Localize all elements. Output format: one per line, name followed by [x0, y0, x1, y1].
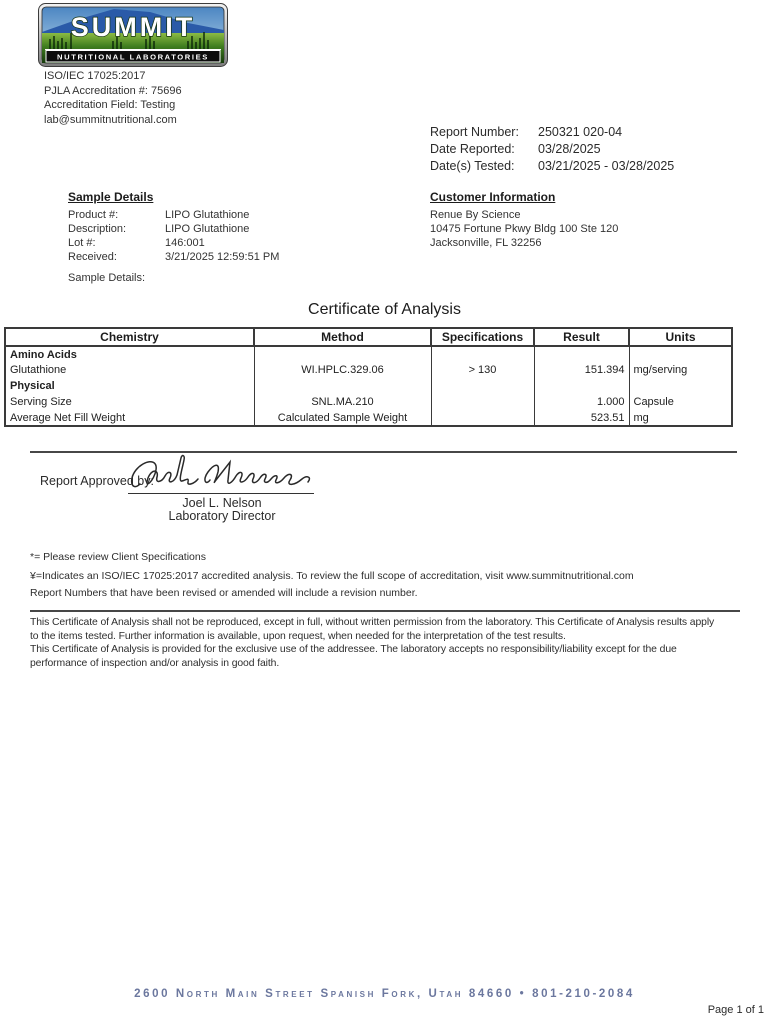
analyte-spec: [430, 410, 535, 426]
footnote-accredited-analysis: ¥=Indicates an ISO/IEC 17025:2017 accred…: [30, 570, 634, 582]
analyte-units: Capsule: [628, 394, 733, 410]
disclaimer-line: This Certificate of Analysis shall not b…: [30, 617, 715, 628]
sample-details-extra-label: Sample Details:: [68, 272, 146, 284]
description-value: LIPO Glutathione: [165, 223, 250, 235]
analyte-units: mg: [628, 410, 733, 426]
analyte-spec: [430, 394, 535, 410]
received-label: Received:: [68, 251, 117, 263]
received-value: 3/21/2025 12:59:51 PM: [165, 251, 280, 263]
coa-table: Chemistry Method Specifications Result U…: [4, 327, 733, 427]
analyte-result: 523.51: [533, 410, 630, 426]
report-number-value: 250321 020-04: [538, 125, 623, 139]
analyte-method: WI.HPLC.329.06: [253, 362, 432, 378]
analyte-name: Average Net Fill Weight: [4, 410, 255, 426]
table-row-serving-size: Serving Size SNL.MA.210 1.000 Capsule: [4, 394, 733, 410]
category-name: Amino Acids: [4, 346, 255, 362]
customer-name: Renue By Science: [430, 209, 521, 221]
dates-tested-value: 03/21/2025 - 03/28/2025: [538, 159, 675, 173]
col-specifications: Specifications: [430, 327, 535, 347]
sample-details-block: Sample Details Product #: LIPO Glutathio…: [68, 190, 279, 264]
accreditation-block: ISO/IEC 17025:2017 PJLA Accreditation #:…: [44, 69, 182, 127]
date-reported-label: Date Reported:: [430, 142, 515, 156]
date-reported-row: Date Reported: 03/28/2025: [430, 141, 674, 158]
certificate-title: Certificate of Analysis: [308, 301, 461, 318]
category-name: Physical: [4, 378, 255, 394]
logo-title: SUMMIT: [71, 12, 195, 42]
table-row-glutathione: Glutathione WI.HPLC.329.06 > 130 151.394…: [4, 362, 733, 378]
lab-email: lab@summitnutritional.com: [44, 113, 177, 126]
col-method: Method: [253, 327, 432, 347]
analyte-method: Calculated Sample Weight: [253, 410, 432, 426]
disclaimer-line: This Certificate of Analysis is provided…: [30, 644, 677, 655]
summit-logo: SUMMIT NUTRITIONAL LABORATORIES: [38, 3, 228, 67]
report-info-block: Report Number: 250321 020-04 Date Report…: [430, 124, 674, 175]
col-units: Units: [628, 327, 733, 347]
lot-label: Lot #:: [68, 237, 96, 249]
description-label: Description:: [68, 223, 127, 235]
accreditation-line: ISO/IEC 17025:2017: [44, 70, 146, 82]
signature-image: [130, 454, 311, 488]
table-row-category: Physical: [4, 378, 733, 394]
analyte-units: mg/serving: [628, 362, 733, 378]
accreditation-line: Accreditation Field: Testing: [44, 99, 176, 111]
dates-tested-label: Date(s) Tested:: [430, 159, 515, 173]
footnote-client-specs: *= Please review Client Specifications: [30, 551, 206, 563]
customer-info-block: Customer Information Renue By Science 10…: [430, 190, 618, 250]
disclaimer-line: performance of inspection and/or analysi…: [30, 657, 280, 669]
report-number-label: Report Number:: [430, 125, 519, 139]
received-row: Received: 3/21/2025 12:59:51 PM: [68, 250, 279, 264]
summit-logo-graphic: SUMMIT NUTRITIONAL LABORATORIES: [38, 3, 228, 67]
divider-line: [30, 451, 737, 453]
report-approved-by-label: Report Approved by:: [40, 474, 154, 488]
lot-row: Lot #: 146:001: [68, 236, 279, 250]
disclaimer-block: This Certificate of Analysis shall not b…: [30, 616, 760, 670]
disclaimer-line: to the items tested. Further information…: [30, 630, 566, 642]
coa-header-row: Chemistry Method Specifications Result U…: [4, 327, 733, 347]
customer-address-line1: 10475 Fortune Pkwy Bldg 100 Ste 120: [430, 223, 619, 235]
signer-name: Joel L. Nelson: [182, 496, 262, 510]
analyte-name: Serving Size: [4, 394, 255, 410]
footnotes-block: *= Please review Client Specifications ¥…: [30, 551, 634, 599]
analyte-method: SNL.MA.210: [253, 394, 432, 410]
analyte-name: Glutathione: [4, 362, 255, 378]
analyte-spec: > 130: [430, 362, 535, 378]
page-number: Page 1 of 1: [707, 1004, 764, 1016]
description-row: Description: LIPO Glutathione: [68, 222, 279, 236]
table-row-net-fill-weight: Average Net Fill Weight Calculated Sampl…: [4, 410, 733, 426]
dates-tested-row: Date(s) Tested: 03/21/2025 - 03/28/2025: [430, 158, 674, 175]
date-reported-value: 03/28/2025: [538, 142, 601, 156]
mountain-shape: [42, 9, 224, 37]
table-row-category: Amino Acids: [4, 346, 733, 362]
accreditation-line: PJLA Accreditation #: 75696: [44, 84, 182, 97]
report-number-row: Report Number: 250321 020-04: [430, 124, 674, 141]
lab-street-address: 2600 North Main Street Spanish Fork, Uta…: [134, 988, 635, 1000]
col-chemistry: Chemistry: [4, 327, 255, 347]
lot-value: 146:001: [165, 237, 205, 249]
logo-subtitle: NUTRITIONAL LABORATORIES: [57, 53, 209, 62]
chromatogram-peaks: [49, 32, 209, 49]
col-result: Result: [533, 327, 630, 347]
customer-info-heading: Customer Information: [430, 190, 556, 204]
analyte-result: 151.394: [533, 362, 630, 378]
footnote-revision: Report Numbers that have been revised or…: [30, 587, 418, 599]
signature-line: [128, 493, 314, 494]
analyte-result: 1.000: [533, 394, 630, 410]
sample-details-heading: Sample Details: [68, 190, 154, 204]
customer-address-line2: Jacksonville, FL 32256: [430, 237, 542, 249]
divider-line: [30, 610, 740, 612]
product-row: Product #: LIPO Glutathione: [68, 208, 279, 222]
product-label: Product #:: [68, 209, 119, 221]
signer-title: Laboratory Director: [168, 509, 276, 523]
product-value: LIPO Glutathione: [165, 209, 250, 221]
